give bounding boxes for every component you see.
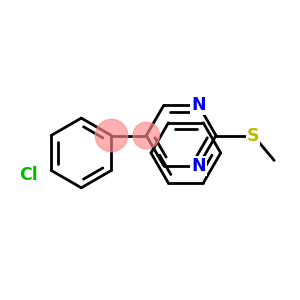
Text: N: N <box>191 96 206 114</box>
Circle shape <box>95 119 128 152</box>
Text: Cl: Cl <box>20 166 38 184</box>
Text: N: N <box>191 157 206 175</box>
Text: S: S <box>247 127 260 145</box>
Text: Cl: Cl <box>20 166 38 184</box>
Text: N: N <box>191 96 206 114</box>
Text: S: S <box>247 127 260 145</box>
Text: N: N <box>191 157 206 175</box>
Circle shape <box>133 122 160 149</box>
